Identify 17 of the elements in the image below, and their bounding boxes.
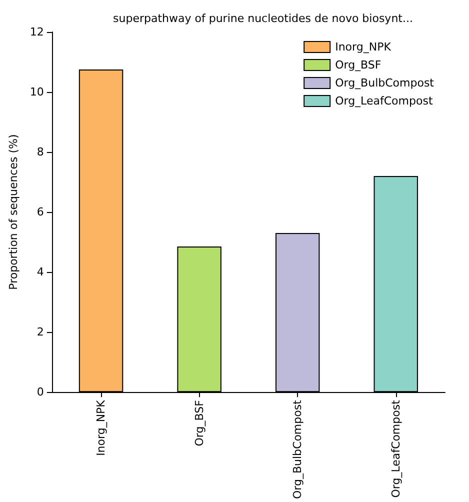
x-tick-label: Org_BulbCompost	[291, 399, 304, 500]
y-tick-label: 6	[36, 206, 44, 219]
y-tick-label: 2	[36, 326, 44, 339]
legend-label: Org_BulbCompost	[335, 76, 435, 90]
y-tick-label: 8	[36, 146, 44, 159]
x-tick-label: Inorg_NPK	[94, 399, 108, 456]
y-axis-title: Proportion of sequences (%)	[7, 134, 20, 290]
x-tick-label: Org_LeafCompost	[389, 399, 402, 498]
x-tick-label: Org_BSF	[192, 400, 206, 446]
chart-title: superpathway of purine nucleotides de novo biosynt...	[113, 12, 413, 25]
y-tick-label: 4	[36, 266, 44, 279]
y-tick-label: 0	[36, 386, 44, 399]
legend-label: Org_BSF	[335, 58, 382, 72]
legend-label: Inorg_NPK	[335, 40, 392, 54]
y-tick-label: 12	[30, 26, 44, 38]
legend-label: Org_LeafCompost	[335, 94, 434, 108]
y-tick-label: 10	[30, 86, 44, 99]
